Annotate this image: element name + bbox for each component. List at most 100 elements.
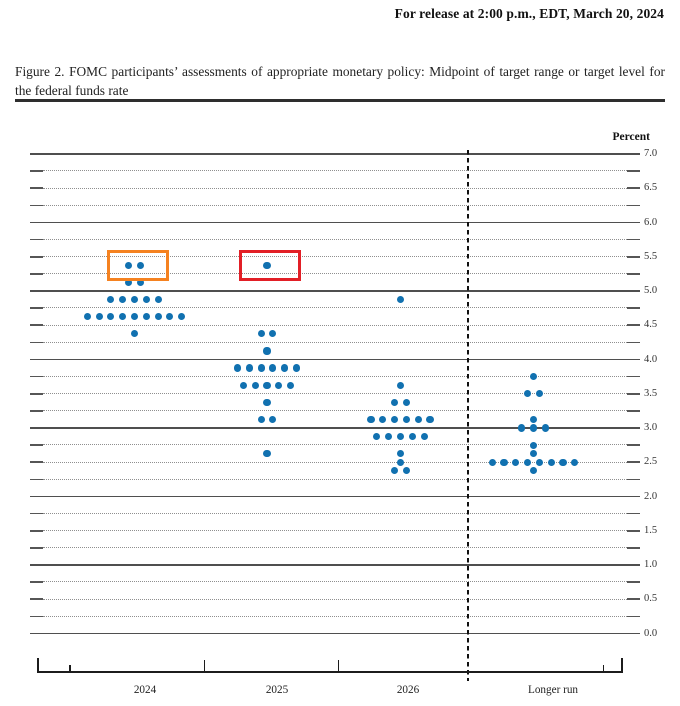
dot-2026-4.875 xyxy=(396,295,405,304)
gridline-left-tick-3.75 xyxy=(30,375,43,378)
x-axis-tick-2 xyxy=(203,660,206,671)
x-label-longer-run: Longer run xyxy=(527,684,579,696)
gridline-0.75 xyxy=(43,581,627,583)
dot-2026-2.875 xyxy=(373,432,381,441)
y-axis-title: Percent xyxy=(612,131,650,143)
dot-2024-5.125 xyxy=(136,278,144,287)
dot-2026-2.875 xyxy=(396,432,405,441)
dot-2026-3.375 xyxy=(402,398,410,406)
dot-2025-3.875 xyxy=(245,364,253,372)
dot-2026-2.375 xyxy=(391,467,399,475)
dot-2026-3.125 xyxy=(402,415,410,424)
gridline-2.00 xyxy=(30,495,640,498)
x-axis-tick-5 xyxy=(602,665,605,671)
gridline-right-tick-6.75 xyxy=(627,170,640,172)
dot-2026-3.125 xyxy=(414,415,422,424)
dot-longer-run-2.5 xyxy=(571,458,579,466)
y-tick-label-0.5: 0.5 xyxy=(644,593,658,605)
dot-2025-4.125 xyxy=(263,347,271,355)
gridline-1.75 xyxy=(43,512,627,514)
dot-2024-5.125 xyxy=(125,278,133,287)
dot-longer-run-2.5 xyxy=(535,458,543,466)
dot-2025-3.375 xyxy=(263,398,271,406)
gridline-3.75 xyxy=(43,375,627,377)
dot-2024-4.625 xyxy=(119,313,127,321)
dot-2026-2.875 xyxy=(385,432,393,441)
gridline-right-tick-0.25 xyxy=(627,615,640,618)
gridline-1.25 xyxy=(43,547,627,549)
gridline-6.25 xyxy=(43,204,627,206)
dot-2025-2.625 xyxy=(263,450,271,458)
gridline-right-tick-2.50 xyxy=(627,461,640,464)
gridline-2.25 xyxy=(43,478,627,480)
gridline-0.50 xyxy=(43,598,627,600)
dot-longer-run-2.5 xyxy=(524,458,532,466)
y-tick-label-0.0: 0.0 xyxy=(644,627,658,639)
gridline-right-tick-4.25 xyxy=(627,341,640,344)
y-tick-label-4.0: 4.0 xyxy=(644,353,658,365)
y-tick-label-2.0: 2.0 xyxy=(644,490,658,502)
gridline-right-tick-4.50 xyxy=(627,324,640,327)
x-axis-tick-0 xyxy=(37,658,39,671)
dot-2025-4.375 xyxy=(257,330,265,338)
dot-2026-3.375 xyxy=(391,398,399,406)
dot-2025-5.375 xyxy=(263,261,271,269)
dot-2024-5.375 xyxy=(136,261,144,269)
dot-2026-2.875 xyxy=(420,432,428,441)
y-tick-label-6.5: 6.5 xyxy=(644,182,658,194)
gridline-right-tick-3.75 xyxy=(627,375,640,378)
gridline-left-tick-3.50 xyxy=(30,392,43,395)
y-tick-label-1.0: 1.0 xyxy=(644,559,658,570)
gridline-6.00 xyxy=(30,221,640,224)
gridline-left-tick-2.50 xyxy=(30,461,43,464)
dot-2025-3.125 xyxy=(257,415,265,424)
dot-2024-4.875 xyxy=(154,295,162,304)
gridline-left-tick-0.75 xyxy=(30,581,43,583)
gridline-4.25 xyxy=(43,341,627,343)
dot-2025-3.875 xyxy=(292,364,301,372)
gridline-right-tick-6.50 xyxy=(627,187,640,190)
dot-2026-3.625 xyxy=(396,381,405,389)
y-tick-label-2.5: 2.5 xyxy=(644,456,658,468)
y-tick-label-6.0: 6.0 xyxy=(644,216,658,228)
dot-longer-run-2.375 xyxy=(529,467,538,475)
dot-longer-run-2.5 xyxy=(500,458,508,466)
dot-2025-3.125 xyxy=(269,415,277,424)
gridline-right-tick-6.25 xyxy=(627,204,640,207)
gridline-left-tick-2.25 xyxy=(30,478,43,481)
dot-longer-run-3 xyxy=(529,424,538,432)
dot-2025-3.625 xyxy=(263,381,271,389)
release-header: For release at 2:00 p.m., EDT, March 20,… xyxy=(394,6,664,21)
gridline-left-tick-5.25 xyxy=(30,273,43,275)
orange-highlight-box xyxy=(106,249,169,281)
dot-2024-4.625 xyxy=(83,313,91,321)
gridline-4.00 xyxy=(30,358,640,361)
gridline-left-tick-4.50 xyxy=(30,324,43,327)
dot-2024-4.625 xyxy=(95,313,103,321)
gridline-right-tick-1.50 xyxy=(627,529,640,532)
gridline-right-tick-3.25 xyxy=(627,410,640,412)
dot-2025-3.875 xyxy=(257,364,265,372)
y-tick-label-7.0: 7.0 xyxy=(644,148,658,159)
dot-longer-run-3.5 xyxy=(535,390,543,398)
gridline-6.50 xyxy=(43,187,627,189)
gridline-right-tick-1.75 xyxy=(627,512,640,515)
dot-2025-4.375 xyxy=(269,330,277,338)
dot-2024-5.375 xyxy=(125,261,133,269)
dot-2025-3.625 xyxy=(275,381,283,389)
x-axis-tick-1 xyxy=(621,658,623,671)
y-tick-label-4.5: 4.5 xyxy=(644,319,658,331)
caption-divider-rule xyxy=(15,99,665,102)
gridline-right-tick-5.75 xyxy=(627,238,640,241)
gridline-right-tick-5.50 xyxy=(627,255,640,258)
gridline-right-tick-4.75 xyxy=(627,307,640,309)
x-axis-tick-3 xyxy=(337,660,340,671)
red-highlight-box xyxy=(239,249,301,281)
gridline-left-tick-0.50 xyxy=(30,598,43,601)
dot-2024-4.625 xyxy=(154,313,162,321)
dot-2026-2.625 xyxy=(396,450,405,458)
y-tick-label-5.0: 5.0 xyxy=(644,285,658,296)
x-axis-line xyxy=(37,671,623,673)
